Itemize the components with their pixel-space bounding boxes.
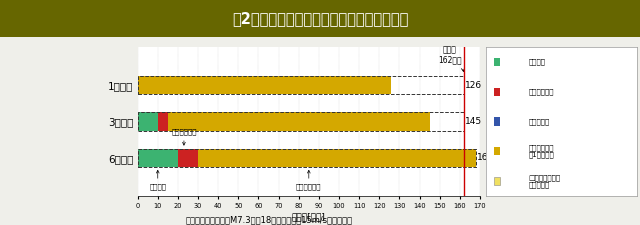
Text: 民間賃貸住宅: 民間賃貸住宅 [296, 170, 321, 190]
Text: 応急修理: 応急修理 [529, 59, 545, 65]
Text: 応急修理: 応急修理 [149, 170, 166, 190]
Text: 応急仮設住宅: 応急仮設住宅 [171, 129, 196, 145]
Text: （東京湾北部地震、M7.3、冬18時発災、風速15m/sのケース）: （東京湾北部地震、M7.3、冬18時発災、風速15m/sのケース） [185, 215, 353, 224]
Bar [157, 112, 168, 130]
Text: 145: 145 [465, 117, 482, 126]
Bar [494, 147, 500, 155]
Text: 168: 168 [477, 153, 494, 162]
Text: 応急仮設住宅: 応急仮設住宅 [529, 88, 554, 95]
Bar [494, 177, 500, 185]
Bar [168, 112, 429, 130]
Bar [138, 76, 464, 94]
Bar [494, 88, 500, 96]
Bar [494, 117, 500, 126]
Text: 図2　応急住宅の需要量と供給可能量の推計: 図2 応急住宅の需要量と供給可能量の推計 [232, 11, 408, 26]
X-axis label: 供給量[万戸]: 供給量[万戸] [292, 212, 326, 221]
Bar [198, 149, 476, 167]
Bar [138, 112, 157, 130]
Text: □民間賃貸住宅
（周辺県）: □民間賃貸住宅 （周辺県） [529, 174, 561, 188]
Bar [178, 149, 198, 167]
Text: 需要量
162万戸: 需要量 162万戸 [438, 45, 465, 72]
Bar [138, 112, 464, 130]
Text: 公営住宅等: 公営住宅等 [529, 118, 550, 125]
Text: 民間賃貸住宅
（1都３県）: 民間賃貸住宅 （1都３県） [529, 144, 554, 158]
Text: 126: 126 [465, 81, 482, 90]
Bar [138, 149, 476, 167]
Bar [138, 76, 392, 94]
Bar [138, 149, 178, 167]
Bar [494, 58, 500, 66]
